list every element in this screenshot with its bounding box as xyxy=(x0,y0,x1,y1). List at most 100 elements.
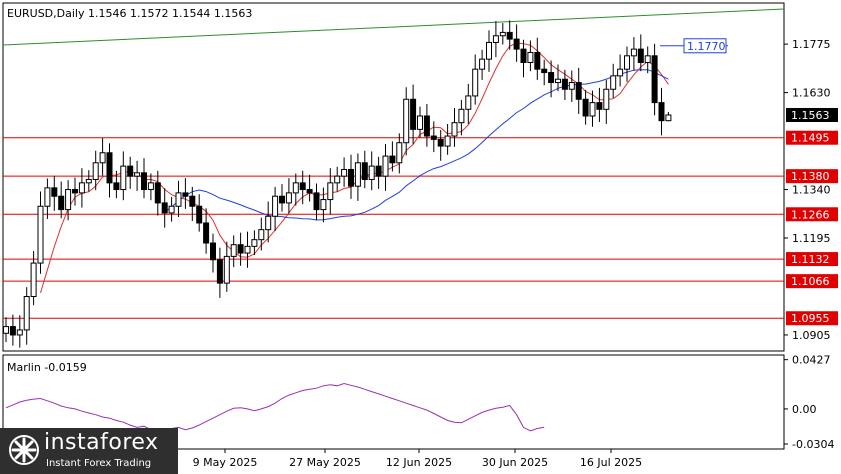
candle-20 xyxy=(141,158,147,199)
level-label-3: 1.1132 xyxy=(791,253,830,266)
candle-body-32 xyxy=(223,255,230,284)
candle-body-8 xyxy=(58,195,65,211)
main-panel-border xyxy=(2,2,785,352)
level-label-0: 1.1495 xyxy=(791,132,830,145)
candle-body-44 xyxy=(306,189,313,194)
candle-66 xyxy=(458,99,465,136)
candle-body-93 xyxy=(644,55,651,64)
candle-68 xyxy=(472,54,479,105)
candle-body-96 xyxy=(665,114,672,122)
indicator-panel-border xyxy=(2,354,785,450)
level-label-4: 1.1066 xyxy=(791,275,830,288)
candle-62 xyxy=(430,121,437,153)
candle-77 xyxy=(534,37,541,80)
candle-1 xyxy=(9,314,16,346)
candle-body-34 xyxy=(237,244,244,254)
candle-56 xyxy=(389,141,396,172)
candle-body-80 xyxy=(555,78,561,84)
candle-76 xyxy=(527,40,534,72)
candle-body-43 xyxy=(299,182,306,191)
candle-body-0 xyxy=(3,326,9,334)
candle-body-50 xyxy=(348,168,354,187)
candle-12 xyxy=(85,170,92,192)
candle-body-82 xyxy=(568,82,575,90)
price-tick-label-0: 1.1775 xyxy=(792,38,831,51)
candle-35 xyxy=(244,231,251,268)
candle-body-95 xyxy=(658,102,665,122)
candle-43 xyxy=(299,170,306,205)
candle-29 xyxy=(203,208,210,254)
candle-body-27 xyxy=(189,195,196,207)
candle-16 xyxy=(113,170,120,199)
candle-95 xyxy=(658,87,665,136)
candle-body-87 xyxy=(603,88,610,110)
candle-body-52 xyxy=(361,162,368,181)
candle-54 xyxy=(375,156,382,189)
support-resistance-levels: 1.1495 1.1380 1.1266 1.1132 1.1066 1.0955 xyxy=(3,130,838,326)
time-tick-label-1: 27 May 2025 xyxy=(289,456,361,469)
candle-84 xyxy=(582,89,589,125)
candle-33 xyxy=(230,235,237,268)
candle-80 xyxy=(555,64,561,92)
indicator-tick-label-1: 0.00 xyxy=(792,403,817,416)
candle-body-79 xyxy=(548,72,555,84)
candle-body-4 xyxy=(30,262,37,298)
candle-96 xyxy=(665,111,672,122)
candle-46 xyxy=(320,187,327,223)
candle-body-38 xyxy=(265,215,272,231)
candle-body-94 xyxy=(651,55,658,104)
candle-body-58 xyxy=(403,98,410,144)
level-label-1: 1.1380 xyxy=(791,170,830,183)
candlestick-series xyxy=(3,20,672,348)
candle-body-70 xyxy=(486,41,492,60)
level-label-box-4 xyxy=(786,274,838,289)
candle-52 xyxy=(361,150,368,189)
indicator-tick-label-0: 0.0427 xyxy=(792,354,831,367)
candle-body-12 xyxy=(85,179,92,184)
candle-49 xyxy=(341,157,348,187)
candle-92 xyxy=(637,34,644,72)
candle-5 xyxy=(37,191,44,274)
candle-body-83 xyxy=(575,82,582,100)
candle-body-85 xyxy=(589,102,596,117)
candle-body-64 xyxy=(444,135,451,147)
candle-64 xyxy=(444,124,451,155)
candle-86 xyxy=(596,87,603,123)
candle-39 xyxy=(272,186,279,231)
candle-63 xyxy=(437,130,444,161)
candle-body-91 xyxy=(630,48,637,57)
brand-logo: instaforex Instant Forex Trading xyxy=(0,428,178,474)
time-tick-label-3: 30 Jun 2025 xyxy=(482,456,548,469)
candle-83 xyxy=(575,67,582,114)
candle-body-22 xyxy=(154,182,161,204)
candle-body-78 xyxy=(541,68,548,74)
candle-body-5 xyxy=(37,205,44,264)
candle-42 xyxy=(292,173,299,206)
candle-40 xyxy=(279,184,285,212)
candle-body-36 xyxy=(251,239,258,247)
candle-body-62 xyxy=(430,135,437,140)
time-axis: 9 May 2025 27 May 2025 12 Jun 2025 30 Jun 2… xyxy=(193,449,642,469)
candle-79 xyxy=(548,60,555,98)
candle-body-57 xyxy=(396,142,403,164)
candle-61 xyxy=(423,103,430,147)
candle-37 xyxy=(258,217,265,251)
marlin-line xyxy=(5,382,545,437)
candle-87 xyxy=(603,79,610,125)
symbol-header: EURUSD,Daily 1.1546 1.1572 1.1544 1.1563 xyxy=(7,7,252,20)
price-tick-label-4: 1.0905 xyxy=(792,329,831,342)
candle-4 xyxy=(30,251,37,306)
candle-body-29 xyxy=(203,222,210,244)
candle-50 xyxy=(348,154,354,199)
logo-tagline: Instant Forex Trading xyxy=(46,458,152,469)
candle-2 xyxy=(16,315,23,348)
candle-body-86 xyxy=(596,102,603,110)
candle-body-55 xyxy=(382,155,389,177)
candle-65 xyxy=(451,107,458,147)
candle-59 xyxy=(410,84,417,145)
candle-body-76 xyxy=(527,51,534,64)
candle-73 xyxy=(506,20,513,50)
candle-15 xyxy=(106,143,113,198)
candle-6 xyxy=(44,178,51,219)
slow-moving-average xyxy=(164,69,669,221)
